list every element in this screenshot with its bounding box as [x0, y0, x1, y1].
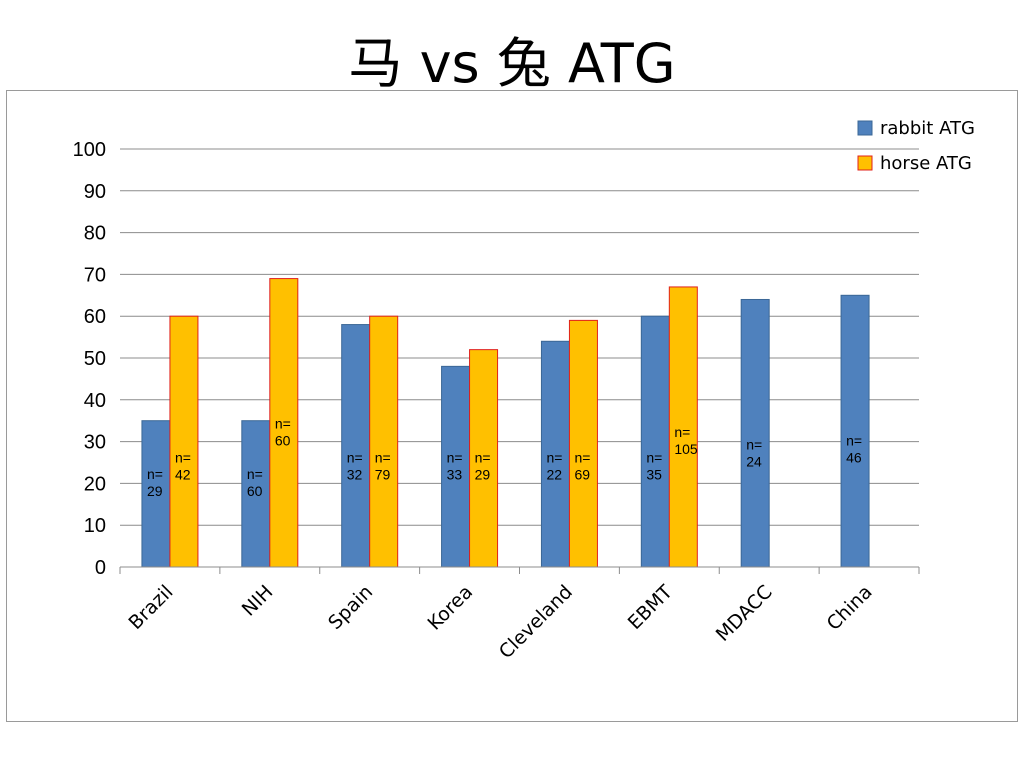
bar-rabbit — [640, 315, 670, 568]
y-tick-label: 60 — [84, 306, 106, 328]
grid-lines — [120, 148, 919, 568]
x-tick-label: NIH — [238, 581, 278, 621]
bar-rabbit — [840, 294, 870, 568]
x-tick-label: MDACC — [712, 581, 777, 646]
legend-swatch-rabbit — [857, 120, 873, 136]
n-label: n= 60 — [275, 416, 291, 449]
legend-label: horse ATG — [880, 153, 972, 174]
x-tick-label: EBMT — [624, 581, 677, 634]
y-tick-label: 30 — [84, 432, 106, 454]
n-label: n= 60 — [247, 466, 263, 499]
bar-horse — [668, 286, 698, 568]
axes — [119, 566, 920, 574]
y-tick-label: 10 — [84, 515, 106, 537]
y-tick-label: 80 — [84, 223, 106, 245]
y-tick-label: 50 — [84, 348, 106, 370]
bars — [141, 278, 870, 568]
y-tick-label: 20 — [84, 473, 106, 495]
bar-horse — [369, 315, 399, 568]
y-tick-label: 70 — [84, 264, 106, 286]
n-label: n= 29 — [475, 450, 491, 483]
bar-rabbit — [540, 340, 570, 568]
bar-horse — [469, 349, 499, 568]
y-tick-label: 0 — [95, 557, 106, 579]
n-label: n= 24 — [746, 436, 762, 469]
y-tick-label: 100 — [73, 139, 106, 161]
bar-horse — [568, 319, 598, 568]
y-tick-label: 90 — [84, 181, 106, 203]
y-tick-label: 40 — [84, 390, 106, 412]
n-label: n= 22 — [546, 450, 562, 483]
n-label: n= 35 — [646, 450, 662, 483]
n-label: n= 46 — [846, 432, 862, 465]
bar-rabbit — [341, 324, 371, 568]
n-label: n= 105 — [674, 424, 698, 457]
n-label: n= 32 — [347, 450, 363, 483]
legend-swatch-horse — [857, 155, 873, 171]
legend-label: rabbit ATG — [880, 118, 975, 139]
slide-title: 马 vs 兔 ATG — [348, 32, 676, 95]
bar-chart: 0 10 20 30 40 50 60 70 80 90 100 n= 29 n= 42 Brazil n= 60… — [73, 118, 975, 663]
chart-frame: 0 10 20 30 40 50 60 70 80 90 100 n= 29 n= 42 Brazil n= 60… — [6, 90, 1018, 722]
n-label: n= 42 — [175, 450, 191, 483]
bar-horse — [169, 315, 199, 568]
n-label: n= 79 — [375, 450, 391, 483]
n-label: n= 29 — [147, 466, 163, 499]
n-label: n= 69 — [574, 450, 590, 483]
x-tick-label: Korea — [423, 581, 477, 635]
bar-rabbit — [740, 298, 770, 568]
legend: rabbit ATG horse ATG — [857, 118, 975, 174]
x-tick-label: Cleveland — [495, 581, 577, 663]
x-tick-label: China — [823, 581, 877, 635]
x-tick-label: Spain — [324, 581, 377, 634]
x-tick-label: Brazil — [124, 581, 177, 634]
bar-horse — [269, 278, 299, 568]
n-label: n= 33 — [447, 450, 463, 483]
